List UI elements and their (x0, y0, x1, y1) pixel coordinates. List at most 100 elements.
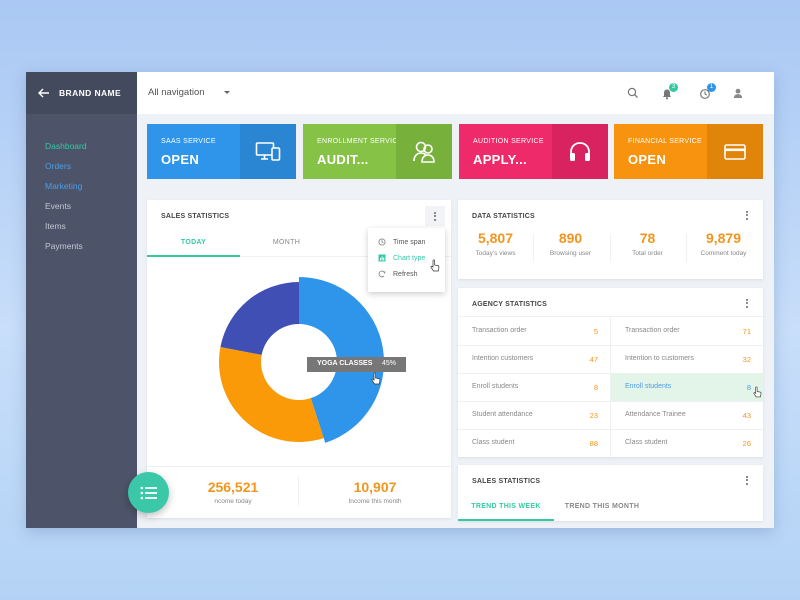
agency-row-highlighted[interactable]: Enroll students 8 (611, 373, 763, 402)
sidebar-nav: Dashboard Orders Marketing Events Items … (26, 114, 137, 256)
history-icon (378, 238, 386, 246)
agency-statistics-card: AGENCY STATISTICS Transaction order 5 Int… (458, 288, 763, 457)
sidebar-item-payments[interactable]: Payments (45, 241, 83, 251)
agency-row: Attendance Trainee 43 (611, 401, 763, 430)
stat-value: 9,879 (705, 230, 742, 246)
tab-trend-this-month[interactable]: TREND THIS MONTH (564, 503, 640, 510)
stat-label: Browsing user (549, 250, 592, 257)
stat-today-views: 5,807 Today's views (458, 230, 533, 257)
stat-label: Total order (632, 250, 663, 257)
menu-item-label: Chart type (393, 254, 426, 262)
income-month-label: Income this month (348, 498, 402, 505)
menu-fab-button[interactable] (128, 472, 169, 513)
top-bar: All navigation 3 1 (137, 72, 774, 114)
service-label: AUDITION SERVICE (473, 138, 544, 145)
sidebar-item-items[interactable]: Items (45, 221, 66, 231)
service-icon-box (396, 124, 452, 179)
menu-item-refresh[interactable]: Refresh (378, 270, 418, 278)
brand-bar: BRAND NAME (26, 72, 137, 114)
service-card-audition[interactable]: AUDITION SERVICE APPLY... (459, 124, 608, 179)
service-card-saas[interactable]: SAAS SERVICE OPEN (147, 124, 296, 179)
agency-row: Class student 26 (611, 429, 763, 457)
agency-row: Intention customers 47 (458, 345, 610, 374)
search-icon[interactable] (627, 87, 639, 99)
sales-menu-button[interactable] (425, 206, 445, 226)
more-vertical-icon[interactable] (746, 474, 749, 486)
more-vertical-icon[interactable] (746, 297, 749, 309)
hand-cursor-icon (371, 372, 381, 385)
service-icon-box (707, 124, 763, 179)
card-title: SALES STATISTICS (472, 478, 541, 485)
stat-value: 890 (558, 230, 583, 246)
notifications-button[interactable]: 3 (661, 83, 678, 100)
agency-row-label: Student attendance (472, 411, 533, 418)
agency-row-value: 5 (593, 327, 598, 336)
tab-trend-this-week[interactable]: TREND THIS WEEK (471, 503, 541, 510)
sidebar-item-orders[interactable]: Orders (45, 161, 71, 171)
agency-row-label: Transaction order (625, 327, 680, 334)
more-vertical-icon[interactable] (746, 209, 749, 221)
agency-row-label: Enroll students (625, 383, 672, 390)
active-tab-indicator (147, 255, 240, 257)
stat-total-order: 78 Total order (610, 230, 685, 257)
card-title: SALES STATISTICS (161, 213, 230, 220)
income-separator (298, 476, 299, 506)
donut-slice-segment-2[interactable] (220, 282, 299, 355)
income-month-value: 10,907 (353, 479, 397, 495)
card-title: DATA STATISTICS (472, 213, 535, 220)
service-label: SAAS SERVICE (161, 138, 216, 145)
menu-item-time-span[interactable]: Time span (378, 238, 425, 246)
agency-header-divider (458, 316, 763, 317)
stat-browsing-user: 890 Browsing user (533, 230, 608, 257)
service-card-enrollment[interactable]: ENROLLMENT SERVICE AUDIT... (303, 124, 452, 179)
stat-label: Today's views (475, 250, 516, 257)
card-icon (724, 143, 746, 160)
sales-statistics-card: SALES STATISTICS TODAY MONTH YOGA CLASSE… (147, 200, 451, 518)
history-button[interactable]: 1 (699, 83, 716, 99)
tab-today[interactable]: TODAY (180, 239, 207, 246)
agency-row: Intention to customers 32 (611, 345, 763, 374)
devices-icon (255, 141, 281, 161)
service-label: ENROLLMENT SERVICE (317, 138, 403, 145)
back-arrow-icon[interactable] (38, 88, 50, 98)
user-icon[interactable] (732, 87, 744, 99)
agency-row-value: 88 (589, 439, 598, 448)
tab-month[interactable]: MONTH (272, 239, 301, 246)
income-today-value: 256,521 (207, 479, 259, 495)
agency-row: Transaction order 5 (458, 317, 610, 346)
menu-item-chart-type[interactable]: Chart type (378, 254, 425, 262)
active-tab-indicator (458, 519, 554, 521)
agency-row: Enroll students 8 (458, 373, 610, 402)
service-value: APPLY... (473, 152, 527, 167)
sidebar-item-marketing[interactable]: Marketing (45, 181, 83, 191)
sidebar: BRAND NAME Dashboard Orders Marketing Ev… (26, 72, 137, 528)
agency-row-label: Transaction order (472, 327, 527, 334)
navigation-select[interactable]: All navigation (148, 87, 205, 98)
service-card-financial[interactable]: FINANCIAL SERVICE OPEN (614, 124, 763, 179)
sidebar-item-dashboard[interactable]: Dashboard (45, 141, 87, 151)
agency-row-value: 8 (593, 383, 598, 392)
agency-row-value: 43 (742, 411, 751, 420)
notifications-badge: 3 (669, 83, 678, 92)
income-month: 10,907 Income this month (299, 479, 451, 505)
agency-row-value: 23 (589, 411, 598, 420)
income-today: 256,521 ncome today (147, 479, 299, 505)
income-today-label: ncome today (214, 498, 252, 505)
brand-name: BRAND NAME (59, 88, 122, 98)
agency-row-value: 47 (589, 355, 598, 364)
agency-row-label: Class student (472, 439, 515, 446)
users-icon (413, 141, 435, 163)
chart-tooltip: YOGA CLASSES 45% (307, 357, 406, 372)
chevron-down-icon[interactable] (224, 91, 230, 94)
service-value: AUDIT... (317, 152, 369, 167)
agency-row-label: Enroll students (472, 383, 519, 390)
sidebar-item-events[interactable]: Events (45, 201, 71, 211)
agency-row: Student attendance 23 (458, 401, 610, 430)
stat-value: 5,807 (477, 230, 514, 246)
tooltip-label: YOGA CLASSES (317, 360, 373, 367)
agency-row-value: 26 (742, 439, 751, 448)
service-value: OPEN (628, 152, 667, 167)
history-badge: 1 (707, 83, 716, 92)
agency-row-value: 32 (742, 355, 751, 364)
donut-slice-segment-1[interactable] (219, 347, 324, 442)
